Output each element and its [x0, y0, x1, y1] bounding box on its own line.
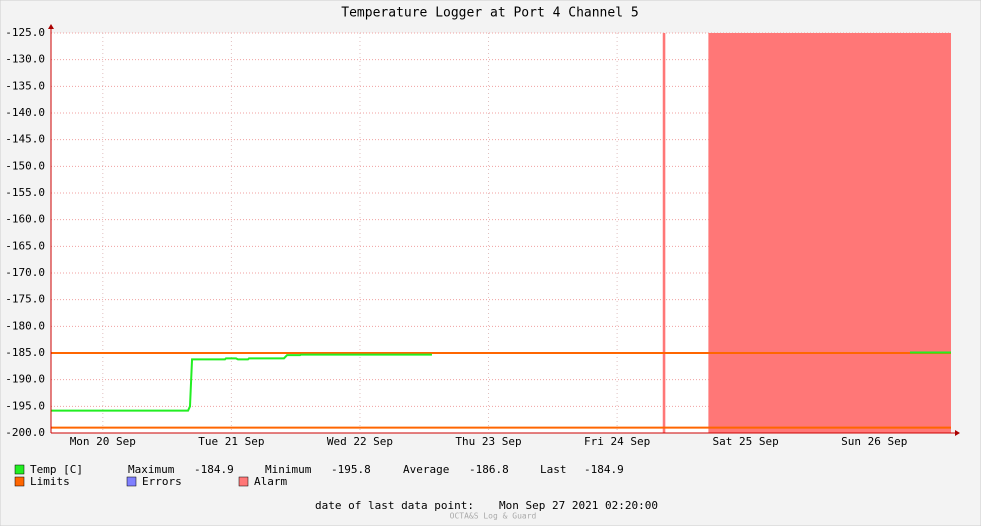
- stat-value: -184.9: [584, 463, 624, 476]
- y-arrow: [48, 24, 54, 29]
- y-tick-label: -175.0: [5, 293, 45, 306]
- chart-title: Temperature Logger at Port 4 Channel 5: [341, 6, 638, 21]
- series-line: [51, 353, 432, 412]
- legend-swatch: [238, 476, 249, 487]
- watermark: OCTA&S Log & Guard: [450, 512, 537, 521]
- stat-value: -186.8: [469, 463, 509, 476]
- stat-label: Maximum: [128, 463, 175, 476]
- x-tick-label: Mon 20 Sep: [70, 435, 136, 448]
- y-tick-label: -160.0: [5, 213, 45, 226]
- legend-swatch: [126, 476, 137, 487]
- y-tick-label: -195.0: [5, 399, 45, 412]
- stat-value: -184.9: [194, 463, 234, 476]
- alarm-range: [708, 33, 951, 433]
- legend-label: Temp [C]: [30, 463, 83, 476]
- legend-label: Errors: [142, 475, 182, 488]
- x-tick-label: Wed 22 Sep: [327, 435, 393, 448]
- stat-label: Last: [540, 463, 567, 476]
- y-tick-label: -130.0: [5, 53, 45, 66]
- y-tick-label: -150.0: [5, 159, 45, 172]
- y-tick-label: -200.0: [5, 426, 45, 439]
- footer-label: date of last data point:: [315, 499, 474, 512]
- y-tick-label: -125.0: [5, 26, 45, 39]
- stat-value: -195.8: [331, 463, 371, 476]
- x-tick-label: Sun 26 Sep: [841, 435, 907, 448]
- legend-swatch: [14, 464, 25, 475]
- y-tick-label: -170.0: [5, 266, 45, 279]
- y-tick-label: -185.0: [5, 346, 45, 359]
- y-tick-label: -145.0: [5, 133, 45, 146]
- legend-label: Limits: [30, 475, 70, 488]
- y-tick-label: -190.0: [5, 373, 45, 386]
- stat-label: Minimum: [265, 463, 312, 476]
- y-tick-label: -180.0: [5, 319, 45, 332]
- x-tick-label: Tue 21 Sep: [198, 435, 264, 448]
- x-tick-label: Sat 25 Sep: [713, 435, 779, 448]
- y-tick-label: -155.0: [5, 186, 45, 199]
- x-arrow: [955, 430, 960, 436]
- legend-label: Alarm: [254, 475, 287, 488]
- x-tick-label: Thu 23 Sep: [455, 435, 521, 448]
- y-tick-label: -140.0: [5, 106, 45, 119]
- y-tick-label: -165.0: [5, 239, 45, 252]
- alarm-range: [662, 33, 666, 433]
- marks: [51, 33, 951, 433]
- y-tick-label: -135.0: [5, 79, 45, 92]
- footer-date: Mon Sep 27 2021 02:20:00: [499, 499, 658, 512]
- legend-swatch: [14, 476, 25, 487]
- stat-label: Average: [403, 463, 449, 476]
- x-tick-label: Fri 24 Sep: [584, 435, 650, 448]
